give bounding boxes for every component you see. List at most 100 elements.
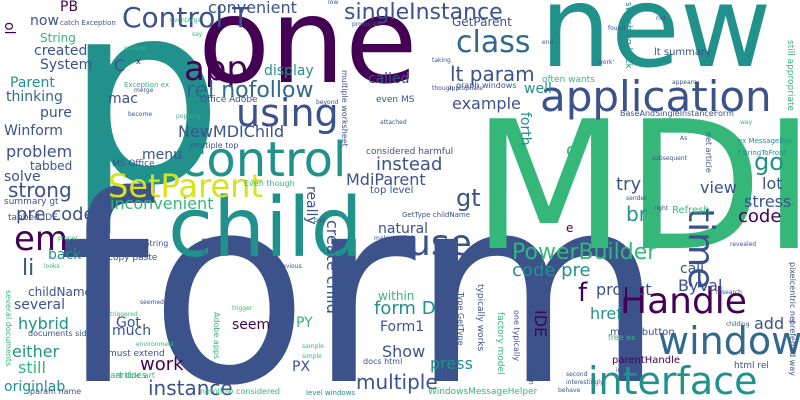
word-adobe-apps: Adobe apps <box>212 312 220 359</box>
word-view: view <box>700 180 737 196</box>
word-one-typically: one typically <box>512 310 520 361</box>
word-getparent: GetParent <box>452 16 512 28</box>
word-stress: stress <box>744 194 791 210</box>
word-mac: mac <box>108 92 138 106</box>
word-even-ms: even MS <box>376 96 414 105</box>
word-br: br <box>626 204 647 224</box>
word-natural: natural <box>378 222 428 236</box>
word-beyond: beyond <box>316 100 338 106</box>
word-typically-works: typically works <box>475 284 484 351</box>
word-class: class <box>456 28 530 58</box>
word-multiple-worksheet: multiple worksheet <box>340 70 348 147</box>
word-parenthandle: parentHandle <box>612 356 680 366</box>
word-must-extend: must extend <box>108 350 165 359</box>
word-still-appropriate: still appropriate <box>785 40 794 111</box>
word-html-rel: html rel <box>734 362 769 371</box>
word-back: back <box>48 248 81 262</box>
word-even-though: Even though <box>244 180 295 188</box>
word-f-bringtofront: f BringToFront <box>738 150 786 157</box>
word-press: press <box>430 356 473 372</box>
word-refresh: Refresh <box>672 206 710 216</box>
word-example: example <box>452 96 521 112</box>
word-e: e <box>566 222 573 234</box>
word-documents-side: documents side <box>28 330 91 338</box>
word-lt-summary: lt summary <box>654 48 711 58</box>
word-outside: outside <box>124 46 146 52</box>
word-parent: Parent <box>10 76 55 90</box>
word-often-wants: often wants <box>542 76 595 85</box>
word-created: created <box>34 44 87 58</box>
word-o: o <box>566 142 577 160</box>
word-project: project <box>596 282 652 298</box>
word-much: much <box>112 324 151 338</box>
word-gettype-childname: GetType childName <box>402 212 470 219</box>
word-py: PY <box>296 316 313 330</box>
word-call: call <box>680 262 704 276</box>
word-summary-gt: summary gt <box>4 198 59 207</box>
word-seemed: seemed <box>140 300 164 306</box>
word-interestingly: interestingly <box>566 380 604 386</box>
word-sender: sender <box>626 196 647 202</box>
word-several-documents: several documents <box>4 290 12 366</box>
word-int: int <box>616 368 624 374</box>
word-preferred-way: preferred way <box>788 320 796 376</box>
word-c: C <box>114 58 125 74</box>
word-ex-messagebox: ex MessageBox <box>738 138 792 145</box>
word-found: found <box>608 26 625 32</box>
word-seem: seem <box>232 318 270 332</box>
word-li: li <box>22 258 34 280</box>
word-thinking: thinking <box>6 90 63 104</box>
word-taking: taking <box>432 58 451 64</box>
word-bool: bool <box>200 238 208 255</box>
word-behave: behave <box>558 388 580 394</box>
word-x: x <box>136 58 141 66</box>
word-problem: problem <box>6 144 72 160</box>
word-href: href <box>590 306 622 322</box>
word-inconvenient: inconvenient <box>110 196 213 212</box>
word-tabbed-ide: tabbed IDE <box>8 214 58 223</box>
word-catch-exception: catch Exception <box>60 20 116 27</box>
word-popping: popping <box>176 114 200 120</box>
word-instead: instead <box>376 156 442 174</box>
word-copy-paste: copy paste <box>108 254 157 263</box>
word-string: String <box>40 32 76 44</box>
word-low: low <box>328 0 338 6</box>
word-appears: appears <box>672 80 696 86</box>
word-lot: lot <box>762 176 783 192</box>
word-childname: childName <box>28 286 92 298</box>
word-factory-model: factory model <box>495 312 504 375</box>
word-gt: gt <box>456 186 481 210</box>
word-pixelcentric-net: pixelcentric net <box>788 262 796 324</box>
word-free-ex: free ex <box>608 334 636 342</box>
word-revealed: revealed <box>730 242 756 248</box>
word-work-apostrophe: work' <box>598 60 614 66</box>
word-now: now <box>30 14 59 28</box>
word-forth: forth <box>518 112 532 146</box>
word-though: though <box>432 86 453 92</box>
word-called: called <box>368 72 410 86</box>
word-looks: looks <box>44 264 60 270</box>
word-produced: produced <box>352 22 380 28</box>
word-via: via <box>284 304 293 310</box>
word-tabbed: tabbed <box>30 160 72 172</box>
word-triggered: triggered <box>110 312 138 318</box>
word-simple: simple <box>302 354 322 360</box>
word-ms-office: MS Office <box>112 160 155 169</box>
word-still: still <box>18 360 46 376</box>
word-param-name: param name <box>30 388 81 396</box>
word-proper: proper <box>58 236 78 242</box>
word-end: end <box>542 40 553 46</box>
word-environment: environment <box>136 342 174 348</box>
word-level-windows: level windows <box>306 390 355 397</box>
word-right: right <box>654 206 668 212</box>
word-within: within <box>378 290 414 302</box>
word-convenient: convenient <box>208 0 297 16</box>
word-multiple-top: multiple top <box>190 142 238 150</box>
word-second: second <box>566 372 587 378</box>
word-newmdichild: NewMDIChild <box>178 124 284 140</box>
word-merge: merge <box>134 88 153 94</box>
word-px: PX <box>292 360 310 374</box>
word-docs-html: docs html <box>363 358 402 366</box>
word-pb: PB <box>60 0 78 14</box>
word-article-art: article art <box>116 372 155 380</box>
